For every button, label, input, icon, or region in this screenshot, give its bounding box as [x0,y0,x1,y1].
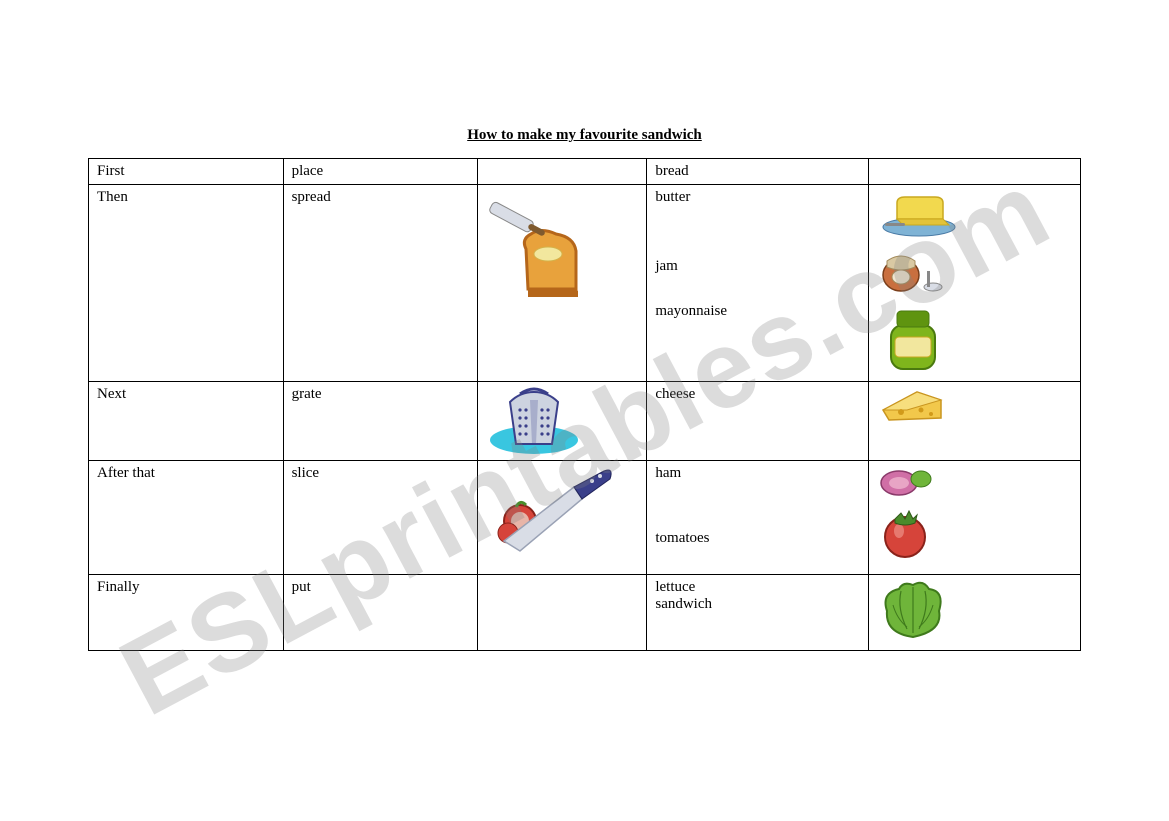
verb-image-cell [478,461,647,575]
ingredient-label: sandwich [655,596,860,613]
verb-image-cell [478,575,647,651]
page-title: How to make my favourite sandwich [88,127,1081,144]
lettuce-icon [877,579,949,641]
sandwich-table: First place bread Then spread [88,158,1081,651]
ingredient-image-cell [869,575,1081,651]
ingredient-label: ham [655,465,860,482]
table-row: Finally put lettuce sandwich [89,575,1081,651]
verb-cell: place [283,159,478,185]
tomato-icon [877,505,933,559]
mayonnaise-jar-icon [877,305,949,377]
ingredient-cell: cheese [647,382,869,461]
table-row: Then spread butter jam mayon [89,185,1081,382]
knife-tomato-icon [486,465,616,565]
verb-image-cell [478,159,647,185]
ingredient-cell: ham tomatoes [647,461,869,575]
sequencer-cell: Next [89,382,284,461]
spread-bread-icon [486,189,606,309]
ingredient-label: tomatoes [655,530,860,547]
ingredient-label: lettuce [655,579,860,596]
ingredient-cell: lettuce sandwich [647,575,869,651]
grater-icon [486,386,582,456]
verb-cell: put [283,575,478,651]
verb-cell: slice [283,461,478,575]
ingredient-cell: bread [647,159,869,185]
ingredient-image-cell [869,185,1081,382]
butter-icon [877,189,959,237]
ingredient-image-cell [869,382,1081,461]
ingredient-image-cell [869,159,1081,185]
table-row: First place bread [89,159,1081,185]
verb-cell: grate [283,382,478,461]
sequencer-cell: Then [89,185,284,382]
verb-cell: spread [283,185,478,382]
table-row: Next grate [89,382,1081,461]
verb-image-cell [478,382,647,461]
ingredient-cell: butter jam mayonnaise [647,185,869,382]
verb-image-cell [478,185,647,382]
sequencer-cell: After that [89,461,284,575]
ingredient-label: mayonnaise [655,303,860,320]
sequencer-cell: First [89,159,284,185]
cheese-icon [877,386,947,426]
ingredient-image-cell [869,461,1081,575]
jam-jar-icon [877,243,947,299]
ingredient-label: jam [655,258,860,275]
ingredient-label: butter [655,189,860,206]
table-row: After that slice ham [89,461,1081,575]
ham-icon [877,465,937,499]
document-page: How to make my favourite sandwich First … [0,0,1169,651]
sequencer-cell: Finally [89,575,284,651]
